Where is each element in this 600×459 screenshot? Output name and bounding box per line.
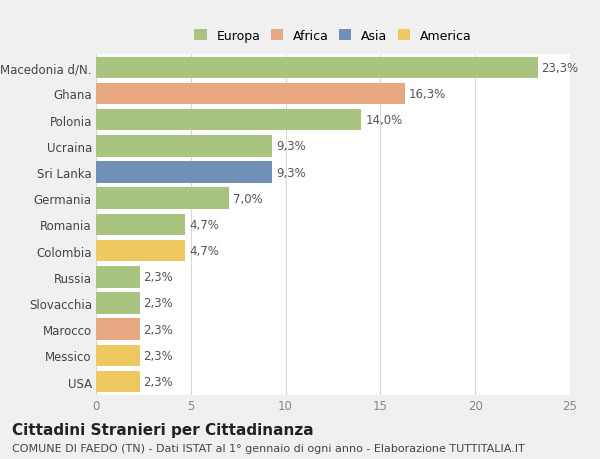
Text: 14,0%: 14,0% (365, 114, 403, 127)
Text: 4,7%: 4,7% (189, 245, 219, 257)
Legend: Europa, Africa, Asia, America: Europa, Africa, Asia, America (191, 28, 475, 45)
Bar (96, 292, 140, 314)
Bar (96, 345, 140, 366)
Bar (96, 319, 140, 340)
Text: COMUNE DI FAEDO (TN) - Dati ISTAT al 1° gennaio di ogni anno - Elaborazione TUTT: COMUNE DI FAEDO (TN) - Dati ISTAT al 1° … (12, 443, 525, 453)
Text: 2,3%: 2,3% (143, 375, 173, 388)
Bar (96, 214, 185, 235)
Text: 23,3%: 23,3% (542, 62, 578, 75)
Text: 7,0%: 7,0% (233, 192, 262, 205)
Text: 9,3%: 9,3% (276, 166, 306, 179)
Text: 2,3%: 2,3% (143, 271, 173, 284)
Bar (96, 162, 272, 183)
Bar (96, 371, 140, 392)
Text: 2,3%: 2,3% (143, 349, 173, 362)
Bar (96, 267, 140, 288)
Bar (96, 84, 405, 105)
Text: 2,3%: 2,3% (143, 323, 173, 336)
Bar (96, 136, 272, 157)
Bar (96, 188, 229, 209)
Text: Cittadini Stranieri per Cittadinanza: Cittadini Stranieri per Cittadinanza (12, 422, 314, 437)
Text: 2,3%: 2,3% (143, 297, 173, 310)
Bar (96, 57, 538, 79)
Text: 4,7%: 4,7% (189, 218, 219, 231)
Bar (96, 110, 361, 131)
Text: 16,3%: 16,3% (409, 88, 446, 101)
Bar (96, 241, 185, 262)
Text: 9,3%: 9,3% (276, 140, 306, 153)
